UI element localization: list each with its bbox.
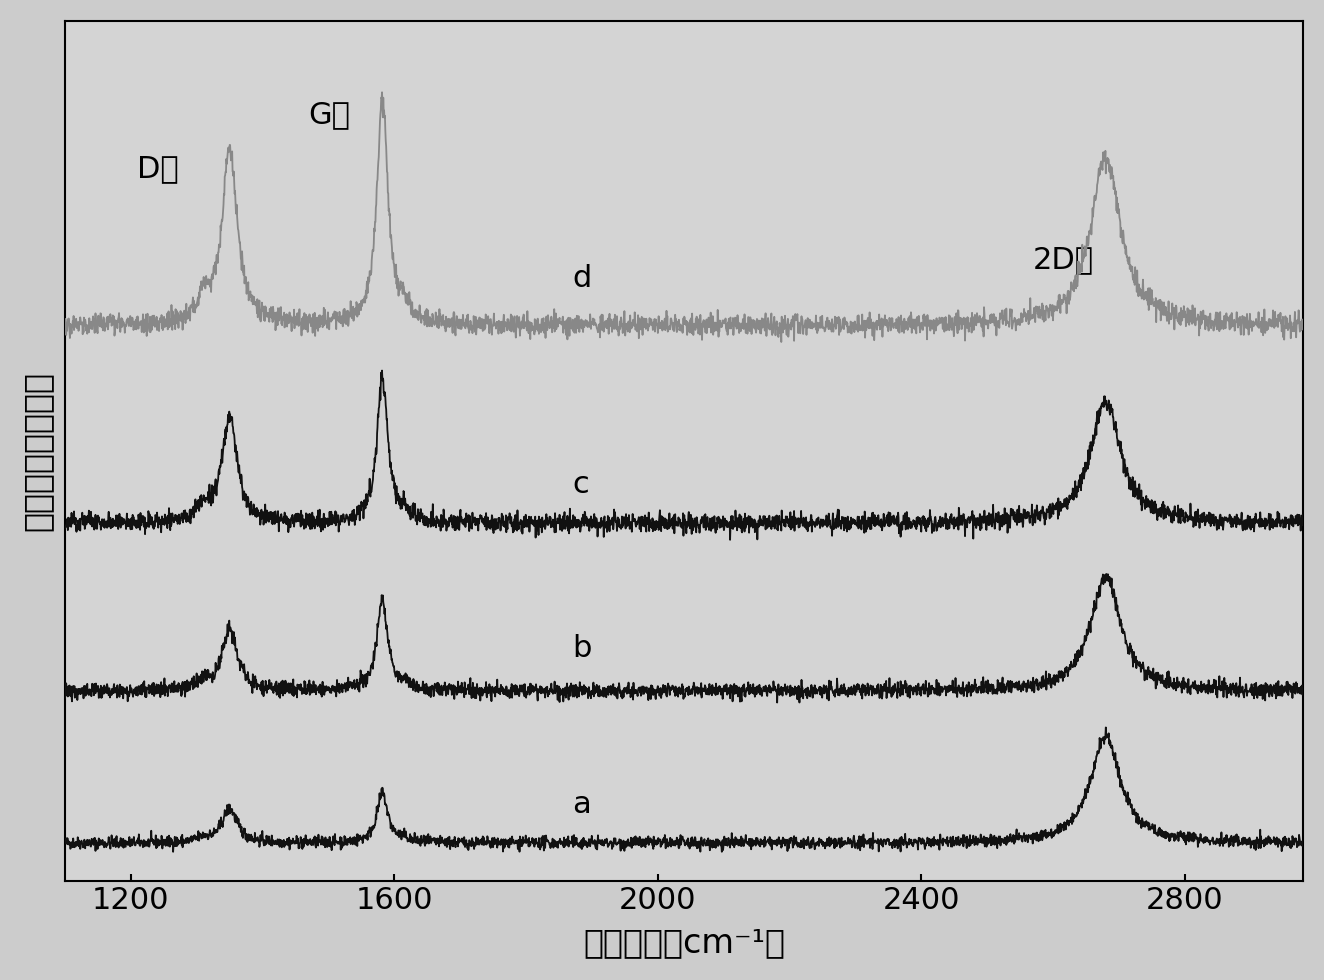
Y-axis label: 强度（任意单位）: 强度（任意单位） xyxy=(21,371,54,531)
X-axis label: 拉曼位移（cm⁻¹）: 拉曼位移（cm⁻¹） xyxy=(583,926,785,959)
Text: 2D峰: 2D峰 xyxy=(1033,245,1094,274)
Text: c: c xyxy=(572,469,589,499)
Text: a: a xyxy=(572,790,591,818)
Text: D峰: D峰 xyxy=(138,154,179,183)
Text: d: d xyxy=(572,265,592,293)
Text: G峰: G峰 xyxy=(308,101,351,129)
Text: b: b xyxy=(572,634,592,662)
